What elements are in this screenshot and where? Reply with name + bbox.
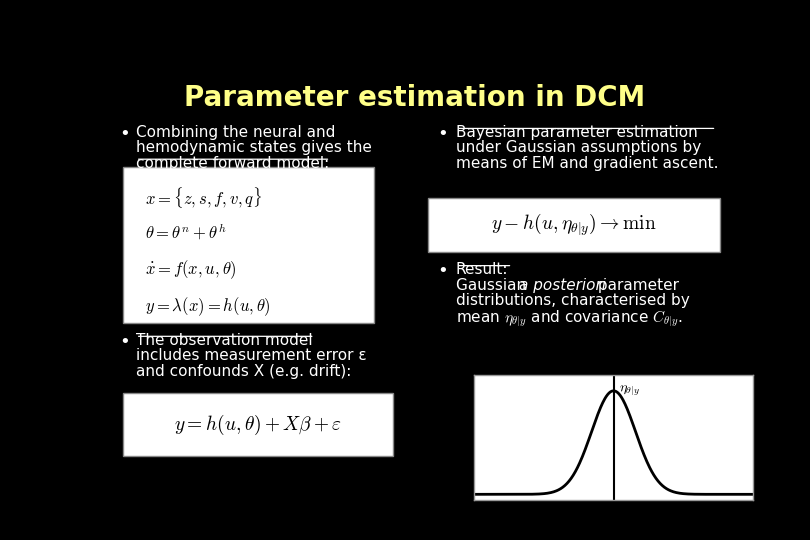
Text: hemodynamic states gives the: hemodynamic states gives the [136, 140, 372, 156]
Text: •: • [437, 262, 448, 280]
Text: Result:: Result: [456, 262, 509, 278]
Text: mean $\eta_{\theta|y}$ and covariance $C_{\theta|y}$.: mean $\eta_{\theta|y}$ and covariance $C… [456, 308, 683, 329]
Text: The observation model: The observation model [136, 333, 313, 348]
Text: complete forward model:: complete forward model: [136, 156, 329, 171]
Text: $y = \lambda(x) = h(u, \theta)$: $y = \lambda(x) = h(u, \theta)$ [145, 295, 271, 318]
Text: •: • [437, 125, 448, 143]
Text: Combining the neural and: Combining the neural and [136, 125, 335, 140]
Text: $\theta = \theta^n + \theta^h$: $\theta = \theta^n + \theta^h$ [145, 222, 227, 242]
Text: under Gaussian assumptions by: under Gaussian assumptions by [456, 140, 701, 156]
FancyBboxPatch shape [123, 393, 393, 456]
Text: $\dot{x} = f(x, u, \theta)$: $\dot{x} = f(x, u, \theta)$ [145, 259, 237, 281]
Text: $x = \{z, s, f, v, q\}$: $x = \{z, s, f, v, q\}$ [145, 185, 262, 210]
FancyBboxPatch shape [123, 167, 374, 322]
Text: Parameter estimation in DCM: Parameter estimation in DCM [185, 84, 646, 112]
Text: distributions, characterised by: distributions, characterised by [456, 293, 689, 308]
Text: Gaussian: Gaussian [456, 278, 531, 293]
Text: includes measurement error ε: includes measurement error ε [136, 348, 366, 363]
Text: $y - h(u, \eta_{\theta|y}) \rightarrow \min$: $y - h(u, \eta_{\theta|y}) \rightarrow \… [491, 212, 656, 238]
FancyBboxPatch shape [428, 198, 719, 252]
Text: means of EM and gradient ascent.: means of EM and gradient ascent. [456, 156, 718, 171]
Text: Bayesian parameter estimation: Bayesian parameter estimation [456, 125, 697, 140]
Text: •: • [119, 125, 130, 143]
Text: and confounds X (e.g. drift):: and confounds X (e.g. drift): [136, 364, 352, 379]
Text: parameter: parameter [593, 278, 679, 293]
Text: a posteriori: a posteriori [518, 278, 606, 293]
Text: $y = h(u, \theta) + X\beta + \varepsilon$: $y = h(u, \theta) + X\beta + \varepsilon… [174, 413, 342, 436]
Text: •: • [119, 333, 130, 351]
Text: $\eta_{\theta|y}$: $\eta_{\theta|y}$ [619, 384, 640, 399]
